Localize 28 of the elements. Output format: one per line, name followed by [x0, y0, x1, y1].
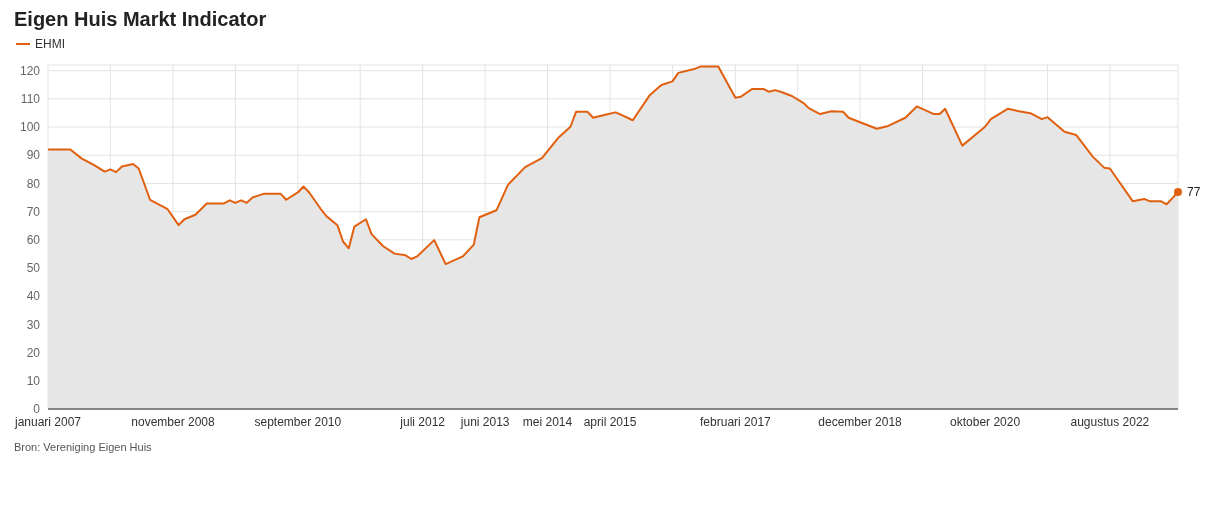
x-tick-label: juli 2012	[399, 414, 446, 429]
y-tick-label: 0	[33, 402, 41, 417]
chart-title: Eigen Huis Markt Indicator	[14, 8, 268, 31]
y-tick-label: 20	[26, 345, 41, 360]
x-tick-label: januari 2007	[13, 414, 82, 429]
y-tick-label: 40	[26, 289, 41, 304]
x-tick-label: december 2018	[818, 414, 903, 429]
data-label: 77	[1187, 184, 1201, 199]
y-tick-label: 110	[20, 92, 41, 107]
text: Bron: Vereniging Eigen Huis	[14, 441, 153, 453]
x-tick-label: september 2010	[254, 414, 342, 429]
x-tick-label: februari 2017	[700, 414, 772, 429]
x-tick-label: november 2008	[131, 414, 216, 429]
y-tick-label: 80	[26, 176, 41, 191]
y-tick-label: 90	[26, 148, 41, 163]
y-tick-label: 10	[26, 374, 41, 389]
y-tick-label: 100	[19, 120, 41, 135]
x-tick-label: juni 2013	[459, 414, 510, 429]
x-tick-label: oktober 2020	[950, 414, 1021, 429]
x-tick-label: april 2015	[583, 414, 637, 429]
y-tick-label: 70	[26, 204, 41, 219]
y-tick-label: 60	[26, 233, 41, 248]
x-tick-label: augustus 2022	[1070, 414, 1150, 429]
y-tick-label: 50	[26, 261, 41, 276]
legend-label: EHMI	[35, 37, 65, 51]
y-tick-label: 120	[19, 63, 41, 78]
y-tick-label: 30	[26, 317, 41, 332]
x-tick-label: mei 2014	[522, 414, 573, 429]
